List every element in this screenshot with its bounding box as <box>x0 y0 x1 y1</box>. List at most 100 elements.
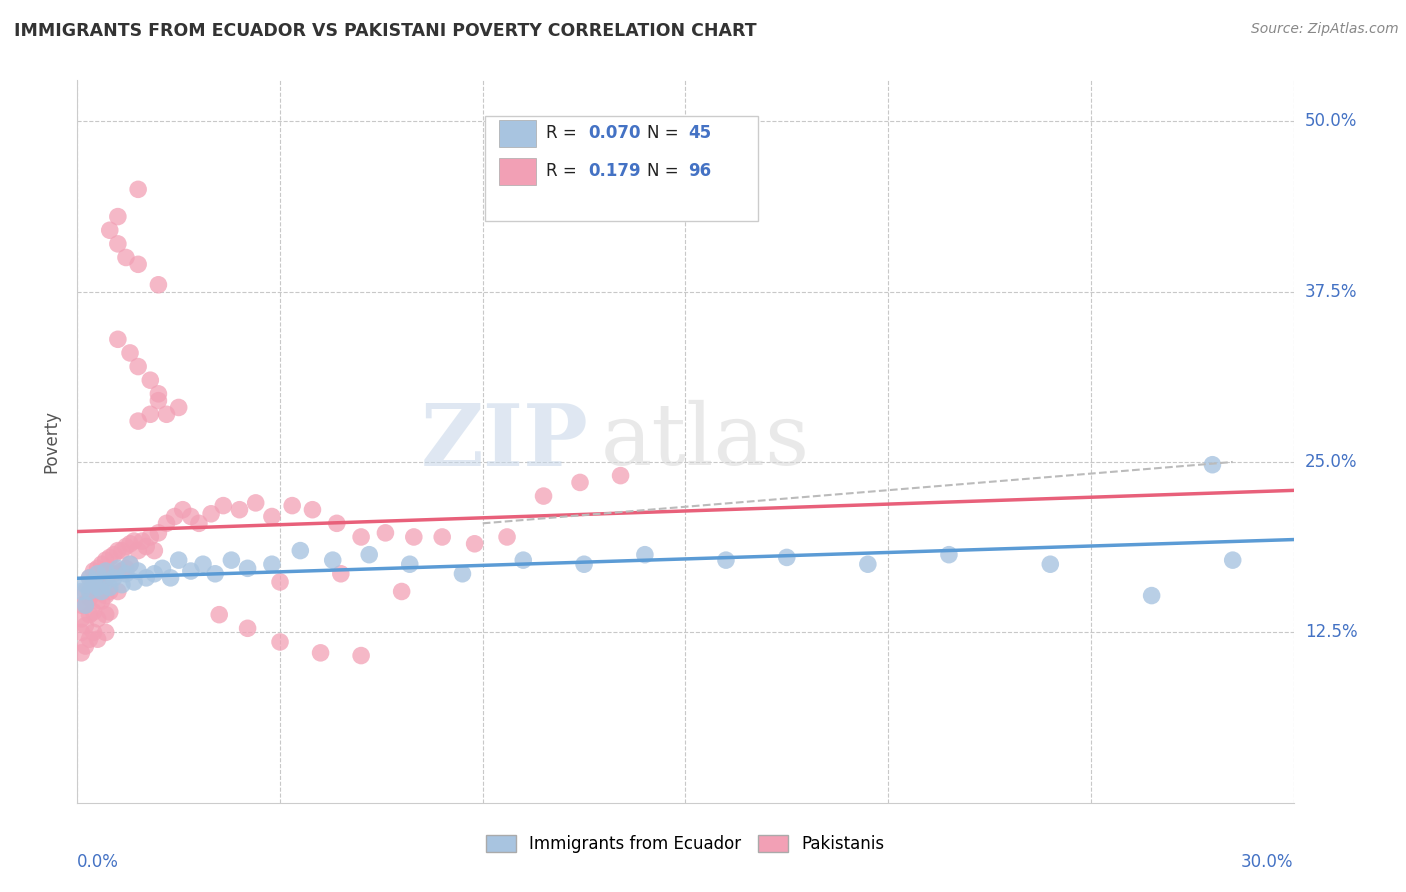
Point <box>572 558 595 572</box>
Point <box>430 530 453 544</box>
Text: 0.070: 0.070 <box>588 124 641 142</box>
Point <box>350 530 373 544</box>
Point <box>208 607 231 622</box>
Point <box>139 373 162 387</box>
Point <box>245 496 267 510</box>
Point <box>496 530 519 544</box>
Text: 50.0%: 50.0% <box>1305 112 1357 130</box>
Point <box>269 574 291 589</box>
Point <box>111 543 134 558</box>
Point <box>167 401 190 415</box>
Point <box>155 516 177 531</box>
Point <box>139 530 162 544</box>
Point <box>180 564 202 578</box>
Point <box>86 612 108 626</box>
Point <box>938 548 960 562</box>
Point <box>359 548 381 562</box>
Point <box>118 346 141 360</box>
Point <box>451 566 474 581</box>
Point <box>200 507 222 521</box>
Text: 25.0%: 25.0% <box>1305 453 1357 471</box>
Text: 96: 96 <box>688 161 711 179</box>
Point <box>1222 553 1244 567</box>
Point <box>90 558 112 572</box>
Point <box>122 534 145 549</box>
Text: IMMIGRANTS FROM ECUADOR VS PAKISTANI POVERTY CORRELATION CHART: IMMIGRANTS FROM ECUADOR VS PAKISTANI POV… <box>14 22 756 40</box>
Point <box>79 591 101 606</box>
Point <box>131 534 153 549</box>
Point <box>103 571 125 585</box>
Point <box>1140 589 1163 603</box>
Bar <box>499 120 536 147</box>
Point <box>107 561 129 575</box>
Point <box>350 648 373 663</box>
Point <box>391 584 413 599</box>
Point <box>115 540 138 554</box>
Point <box>236 621 259 635</box>
Point <box>204 566 226 581</box>
Point <box>269 635 291 649</box>
Point <box>98 566 121 581</box>
Point <box>512 553 534 567</box>
Point <box>107 543 129 558</box>
Point <box>127 359 149 374</box>
Point <box>122 574 145 589</box>
Text: 12.5%: 12.5% <box>1305 624 1357 641</box>
Text: 0.0%: 0.0% <box>77 854 120 871</box>
Point <box>402 530 425 544</box>
Point <box>221 553 243 567</box>
Point <box>94 571 117 585</box>
Point <box>83 625 105 640</box>
Text: 30.0%: 30.0% <box>1241 854 1294 871</box>
Point <box>98 550 121 565</box>
Point <box>94 607 117 622</box>
Point <box>172 502 194 516</box>
Point <box>111 564 134 578</box>
Text: 45: 45 <box>688 124 711 142</box>
Point <box>374 525 396 540</box>
Point <box>103 548 125 562</box>
Point <box>135 540 157 554</box>
Text: 0.179: 0.179 <box>588 161 641 179</box>
Point <box>148 387 170 401</box>
Point <box>107 584 129 599</box>
Point <box>260 558 283 572</box>
Point <box>103 566 125 581</box>
Point <box>90 574 112 589</box>
Point <box>155 407 177 421</box>
Point <box>75 639 97 653</box>
Point <box>75 584 97 599</box>
Point <box>152 561 174 575</box>
Point <box>83 564 105 578</box>
Point <box>148 525 170 540</box>
Point <box>75 618 97 632</box>
Point <box>94 625 117 640</box>
Point <box>94 564 117 578</box>
Point <box>228 502 250 516</box>
Point <box>83 584 105 599</box>
Point <box>83 605 105 619</box>
Point <box>86 594 108 608</box>
Point <box>329 566 352 581</box>
Point <box>94 574 117 589</box>
Point <box>634 548 657 562</box>
Point <box>107 332 129 346</box>
Point <box>143 566 166 581</box>
Point <box>86 632 108 647</box>
Point <box>79 607 101 622</box>
Point <box>86 561 108 575</box>
Point <box>118 558 141 572</box>
Point <box>90 584 112 599</box>
Point <box>94 589 117 603</box>
Point <box>83 574 105 589</box>
Point <box>148 393 170 408</box>
Point <box>188 516 211 531</box>
Text: N =: N = <box>647 124 683 142</box>
Point <box>94 553 117 567</box>
Point <box>98 223 121 237</box>
Point <box>70 598 93 612</box>
Point <box>1201 458 1223 472</box>
Point <box>301 502 323 516</box>
Point <box>464 537 486 551</box>
Point <box>79 571 101 585</box>
